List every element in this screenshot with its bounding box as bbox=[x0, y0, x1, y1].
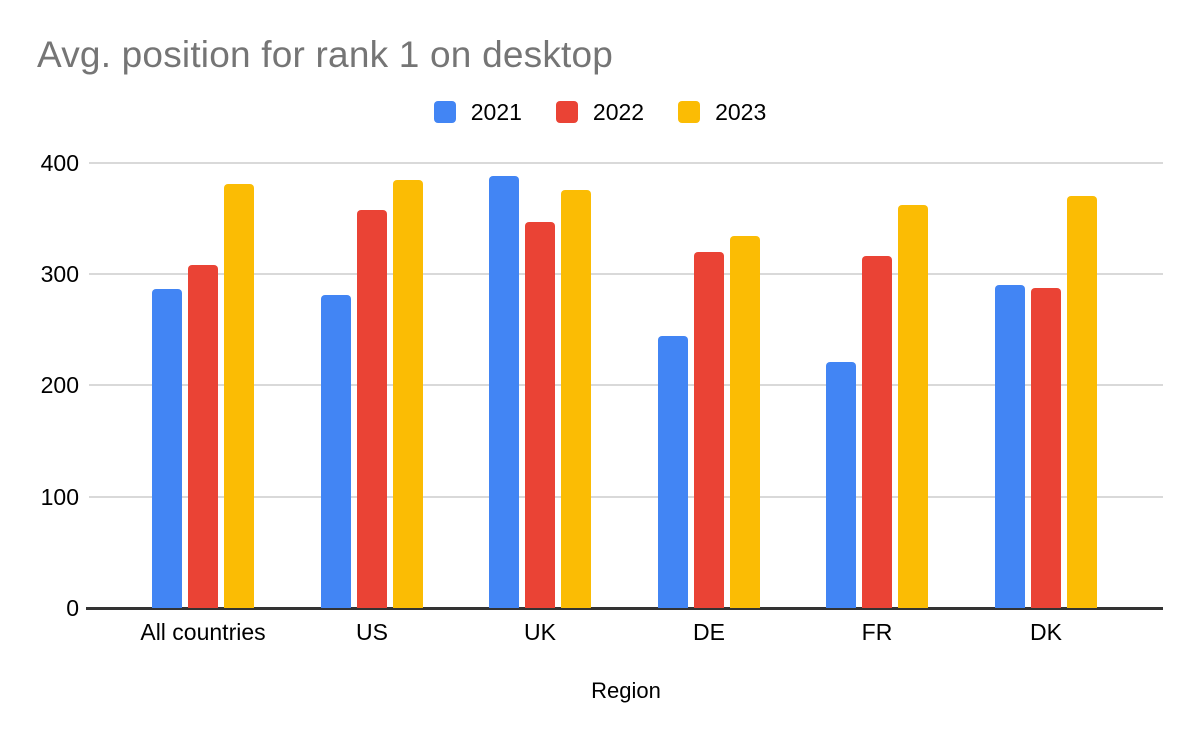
legend-item-2021[interactable]: 2021 bbox=[433, 98, 522, 126]
gridline bbox=[89, 495, 1163, 498]
y-tick-label: 300 bbox=[40, 260, 79, 287]
legend-label: 2021 bbox=[470, 98, 522, 125]
legend-label: 2022 bbox=[592, 98, 645, 125]
bar-uk-2023[interactable] bbox=[561, 190, 591, 608]
x-tick-label: FR bbox=[861, 619, 893, 645]
bar-fr-2021[interactable] bbox=[826, 362, 856, 608]
bar-us-2023[interactable] bbox=[393, 180, 423, 608]
bar-all-countries-2021[interactable] bbox=[152, 289, 182, 608]
legend-item-2022[interactable]: 2022 bbox=[555, 98, 645, 126]
x-axis-title: Region bbox=[591, 678, 661, 703]
legend-swatch-icon bbox=[433, 101, 456, 123]
y-tick-label: 400 bbox=[40, 149, 79, 176]
bar-uk-2021[interactable] bbox=[489, 176, 519, 608]
x-tick-label: All countries bbox=[140, 619, 266, 645]
legend-swatch-icon bbox=[555, 101, 578, 123]
bar-all-countries-2023[interactable] bbox=[224, 184, 254, 608]
gridline bbox=[89, 384, 1163, 387]
bar-all-countries-2022[interactable] bbox=[188, 265, 218, 608]
y-tick-label: 0 bbox=[66, 595, 79, 621]
y-tick-label: 100 bbox=[40, 483, 79, 510]
bar-us-2021[interactable] bbox=[321, 295, 351, 608]
x-axis-line bbox=[86, 606, 1163, 610]
bar-de-2021[interactable] bbox=[658, 336, 688, 608]
x-tick-label: UK bbox=[524, 619, 556, 645]
chart-title: Avg. position for rank 1 on desktop bbox=[37, 34, 614, 75]
legend-item-2023[interactable]: 2023 bbox=[678, 99, 766, 126]
bar-uk-2022[interactable] bbox=[525, 222, 555, 608]
bar-de-2023[interactable] bbox=[730, 236, 760, 608]
bar-dk-2022[interactable] bbox=[1031, 288, 1061, 608]
x-tick-label: DK bbox=[1030, 619, 1062, 645]
gridline bbox=[89, 272, 1163, 275]
legend-label: 2023 bbox=[715, 98, 767, 125]
bar-us-2022[interactable] bbox=[357, 210, 387, 608]
bar-fr-2023[interactable] bbox=[898, 205, 928, 608]
x-tick-label: DE bbox=[693, 619, 725, 645]
y-tick-label: 200 bbox=[40, 372, 79, 399]
bar-dk-2023[interactable] bbox=[1067, 196, 1097, 608]
bar-fr-2022[interactable] bbox=[862, 256, 892, 608]
legend-swatch-icon bbox=[678, 101, 701, 123]
legend: 2021 2022 2023 bbox=[0, 99, 1200, 125]
gridline bbox=[89, 161, 1163, 164]
x-tick-label: US bbox=[356, 619, 388, 645]
bar-de-2022[interactable] bbox=[694, 252, 724, 608]
bar-dk-2021[interactable] bbox=[995, 285, 1025, 608]
